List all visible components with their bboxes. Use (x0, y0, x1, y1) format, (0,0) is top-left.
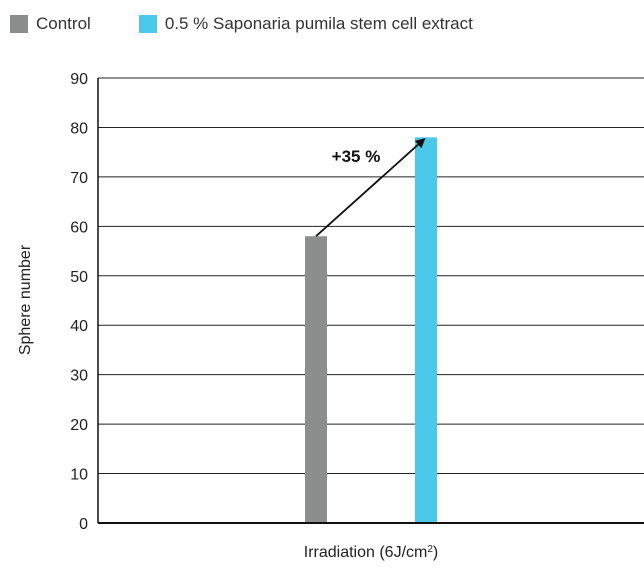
y-tick-label: 60 (70, 219, 88, 236)
increase-annotation: +35 % (332, 147, 381, 166)
legend-item-extract: 0.5 % Saponaria pumila stem cell extract (138, 14, 473, 34)
x-axis-label-sup: 2 (427, 544, 433, 555)
x-axis-label-base: Irradiation (6J/cm (304, 544, 428, 561)
y-tick-label: 90 (70, 71, 88, 88)
bar-control (305, 236, 327, 523)
legend-swatch-extract (138, 15, 157, 33)
y-tick-label: 20 (70, 417, 88, 434)
x-axis-label: Irradiation (6J/cm2) (304, 544, 438, 562)
legend: Control 0.5 % Saponaria pumila stem cell… (10, 14, 521, 34)
increase-arrow (315, 137, 426, 237)
y-tick-label: 40 (70, 318, 88, 335)
gridlines (98, 77, 644, 475)
bar-extract (415, 137, 437, 524)
legend-label-control: Control (36, 14, 91, 33)
y-tick-label: 0 (79, 516, 88, 533)
x-axis-label-end: ) (433, 544, 438, 561)
legend-label-extract: 0.5 % Saponaria pumila stem cell extract (164, 14, 473, 33)
y-tick-label: 10 (70, 467, 88, 484)
y-axis-label: Sphere number (17, 244, 34, 355)
legend-swatch-control (10, 15, 28, 33)
legend-item-control: Control (10, 14, 91, 34)
y-tick-label: 50 (70, 269, 88, 286)
y-tick-label: 70 (70, 170, 88, 187)
bars (305, 137, 437, 524)
y-tick-label: 30 (70, 368, 88, 385)
y-tick-label: 80 (70, 120, 88, 137)
y-tick-labels: 0 10 20 30 40 50 60 70 80 90 (70, 71, 88, 533)
